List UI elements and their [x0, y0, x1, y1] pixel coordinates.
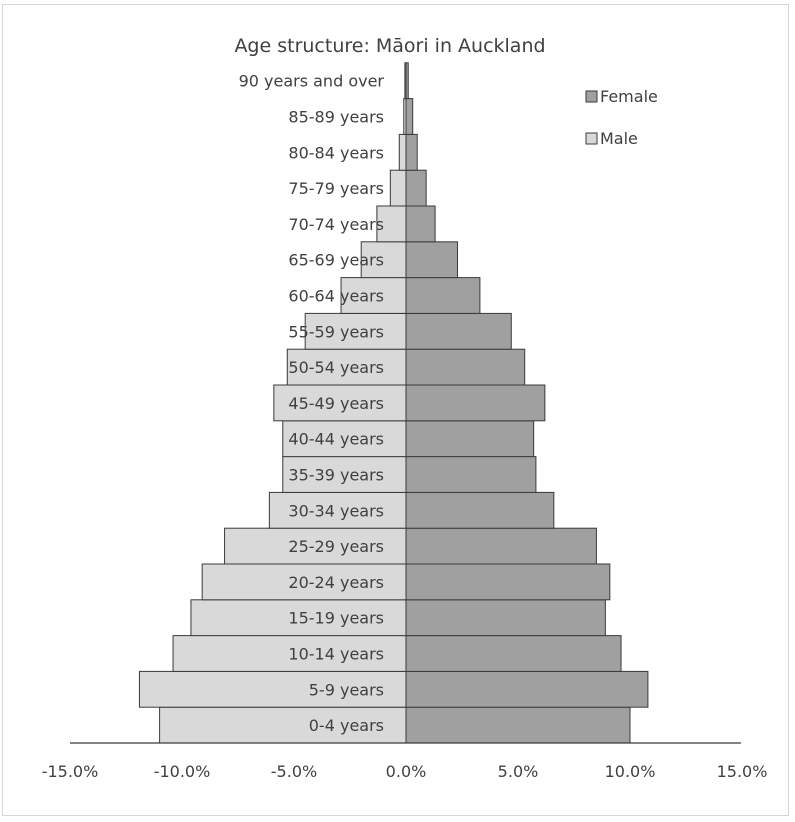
bar-female-7 — [405, 456, 537, 493]
bar-female-17 — [405, 98, 414, 135]
category-label: 20-24 years — [288, 573, 384, 592]
bar-male-14 — [376, 205, 407, 243]
bar-female-11 — [405, 312, 512, 350]
bar-male-7 — [282, 456, 407, 493]
bar-male-5 — [224, 527, 407, 565]
category-labels: 0-4 years 5-9 years 10-14 years 15-19 years… — [239, 72, 385, 735]
x-tick-label: 15.0% — [717, 762, 768, 781]
x-tick-label: -15.0% — [42, 762, 99, 781]
bar-male-11 — [304, 312, 407, 350]
bar-male-2 — [172, 635, 407, 672]
bar-female-2 — [405, 635, 622, 672]
category-label: 10-14 years — [288, 645, 384, 664]
category-label: 15-19 years — [288, 609, 384, 628]
bar-female-14 — [405, 205, 436, 243]
category-label: 65-69 years — [288, 251, 384, 270]
legend-swatch-female — [585, 90, 598, 103]
legend-swatch-male — [585, 132, 598, 145]
category-label: 40-44 years — [288, 430, 384, 449]
category-label: 85-89 years — [288, 108, 384, 127]
category-label: 90 years and over — [239, 72, 385, 91]
bar-female-3 — [405, 599, 606, 637]
category-label: 70-74 years — [288, 215, 384, 234]
category-label: 35-39 years — [288, 466, 384, 485]
category-label: 60-64 years — [288, 287, 384, 306]
category-label: 80-84 years — [288, 143, 384, 162]
bars-group — [138, 62, 649, 744]
category-label: 75-79 years — [288, 179, 384, 198]
bar-female-15 — [405, 169, 427, 207]
x-tick-label: 5.0% — [498, 762, 539, 781]
bar-male-8 — [282, 420, 407, 458]
bar-female-13 — [405, 241, 459, 279]
bar-male-4 — [201, 563, 407, 601]
bar-female-1 — [405, 670, 649, 708]
bar-female-4 — [405, 563, 611, 601]
bar-female-0 — [405, 706, 631, 744]
x-tick-label: 0.0% — [386, 762, 427, 781]
bar-male-16 — [398, 133, 407, 171]
category-label: 50-54 years — [288, 358, 384, 377]
bar-male-10 — [286, 348, 407, 386]
category-label: 45-49 years — [288, 394, 384, 413]
bar-male-6 — [268, 491, 407, 529]
category-label: 30-34 years — [288, 501, 384, 520]
bar-male-0 — [159, 706, 407, 744]
bar-female-6 — [405, 491, 555, 529]
category-label: 25-29 years — [288, 537, 384, 556]
legend-label-female: Female — [600, 87, 658, 106]
bar-female-5 — [405, 527, 597, 565]
category-label: 0-4 years — [309, 716, 384, 735]
bar-female-16 — [405, 133, 418, 171]
bar-female-8 — [405, 420, 535, 458]
category-label: 5-9 years — [309, 680, 384, 699]
bar-female-10 — [405, 348, 526, 386]
legend: Female Male — [585, 87, 658, 148]
bar-male-15 — [389, 169, 407, 207]
x-axis: -15.0% -10.0% -5.0% 0.0% 5.0% 10.0% 15.0% — [42, 742, 768, 781]
bar-female-18 — [405, 62, 409, 100]
x-tick-label: 10.0% — [605, 762, 656, 781]
bar-male-3 — [190, 599, 407, 637]
bar-female-12 — [405, 277, 481, 314]
category-label: 55-59 years — [288, 322, 384, 341]
bar-female-9 — [405, 384, 546, 422]
legend-label-male: Male — [600, 129, 638, 148]
x-tick-label: -5.0% — [271, 762, 317, 781]
x-tick-label: -10.0% — [154, 762, 211, 781]
chart-title: Age structure: Māori in Auckland — [234, 35, 545, 57]
